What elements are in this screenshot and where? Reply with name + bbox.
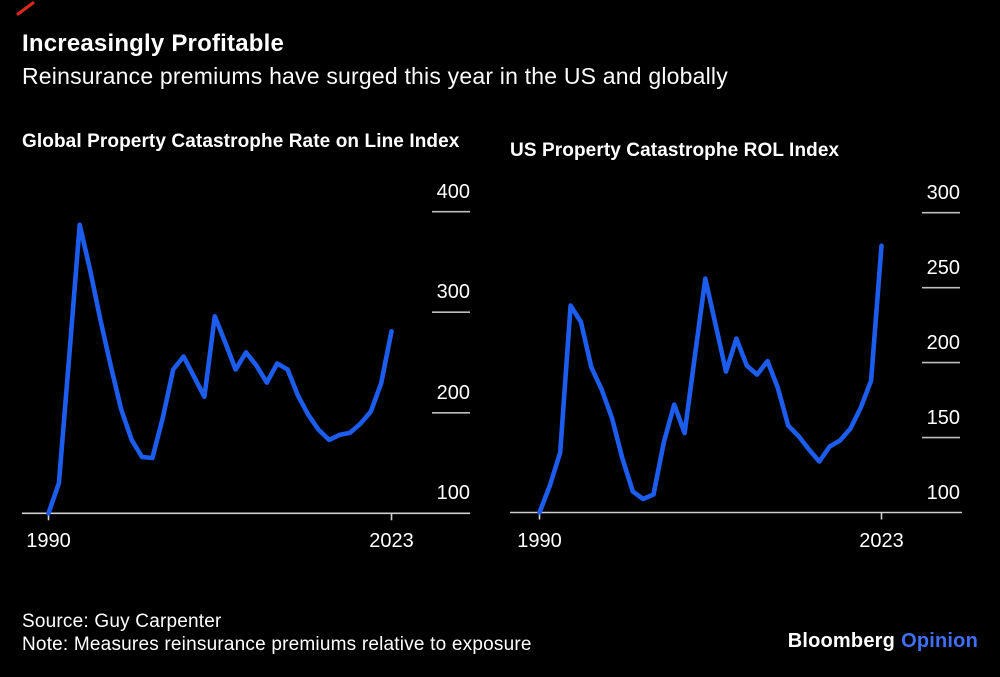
red-annotation-mark (16, 1, 35, 16)
source-text: Source: Guy Carpenter (22, 611, 222, 632)
page-subtitle: Reinsurance premiums have surged this ye… (22, 63, 728, 89)
data-line-us (537, 243, 884, 515)
page-title: Increasingly Profitable (22, 30, 285, 57)
bloomberg-logo: Bloomberg Opinion (788, 630, 978, 653)
logo-brand: Bloomberg (787, 630, 896, 652)
note-text: Note: Measures reinsurance premiums rela… (22, 634, 532, 655)
data-line-global (46, 222, 394, 516)
logo-suffix: Opinion (901, 630, 978, 652)
